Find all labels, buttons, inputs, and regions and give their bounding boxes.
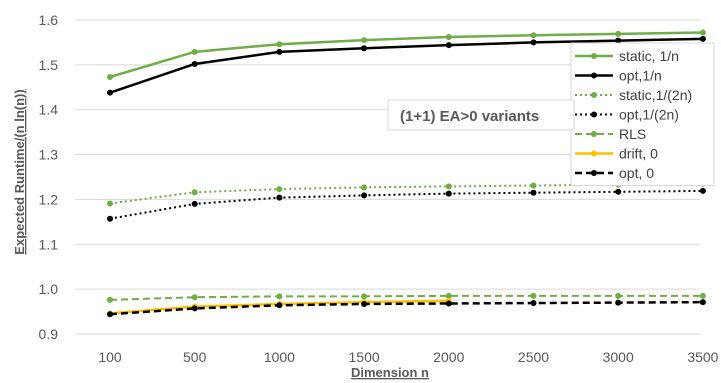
data-point <box>191 200 198 207</box>
data-point <box>361 37 368 44</box>
series-0 <box>107 29 706 80</box>
data-point <box>530 182 537 189</box>
data-point <box>615 292 622 299</box>
legend-label: opt,1/(2n) <box>619 107 679 123</box>
x-tick-labels: 100 500 1000 1500 2000 2500 3000 3500 <box>98 349 718 365</box>
data-point <box>276 194 283 201</box>
series-3 <box>107 187 706 222</box>
data-point <box>445 292 452 299</box>
data-point <box>530 32 537 39</box>
legend-label: static,1/(2n) <box>619 87 692 103</box>
data-point <box>530 300 537 307</box>
legend-label: RLS <box>619 126 646 142</box>
y-tick-label: 1.5 <box>39 57 59 73</box>
data-point <box>191 60 198 67</box>
data-point <box>699 299 706 306</box>
data-point <box>361 45 368 52</box>
y-tick-label: 1.6 <box>39 12 59 28</box>
data-point <box>276 186 283 193</box>
x-tick-label: 1500 <box>349 349 380 365</box>
data-point <box>445 42 452 49</box>
data-point <box>699 292 706 299</box>
x-tick-label: 1000 <box>264 349 295 365</box>
data-point <box>699 29 706 36</box>
data-point <box>191 294 198 301</box>
legend-label: drift, 0 <box>619 146 658 162</box>
annotation-text: (1+1) EA>0 variants <box>400 108 539 125</box>
series-lines <box>107 29 706 318</box>
series-4 <box>107 292 706 303</box>
series-line <box>109 182 703 205</box>
x-axis-title: Dimension n <box>351 365 429 380</box>
series-1 <box>107 35 706 96</box>
data-point <box>699 187 706 194</box>
data-point <box>530 292 537 299</box>
data-point <box>107 311 113 318</box>
y-tick-label: 0.9 <box>39 326 59 342</box>
data-point <box>107 215 113 222</box>
x-tick-label: 2500 <box>518 349 549 365</box>
y-tick-label: 1.4 <box>39 102 59 118</box>
series-line <box>109 300 703 316</box>
x-tick-label: 3000 <box>603 349 634 365</box>
data-point <box>361 293 368 300</box>
y-tick-label: 1.3 <box>39 147 59 163</box>
data-point <box>615 37 622 44</box>
data-point <box>615 188 622 195</box>
data-point <box>445 183 452 190</box>
data-point <box>191 305 198 312</box>
legend-marker <box>591 111 597 118</box>
legend-marker <box>591 53 597 59</box>
data-point <box>445 300 452 307</box>
data-point <box>276 48 283 55</box>
x-tick-label: 500 <box>183 349 207 365</box>
data-point <box>107 296 113 303</box>
data-point <box>361 192 368 199</box>
data-point <box>530 189 537 196</box>
data-point <box>361 184 368 191</box>
annotation-box: (1+1) EA>0 variants <box>387 99 575 131</box>
y-tick-label: 1.2 <box>39 191 59 207</box>
legend-label: opt, 0 <box>619 165 654 181</box>
series-6 <box>107 299 706 318</box>
y-tick-label: 1.1 <box>39 236 59 252</box>
data-point <box>615 299 622 306</box>
data-point <box>191 48 198 55</box>
x-tick-label: 2000 <box>433 349 464 365</box>
legend-marker <box>591 170 597 176</box>
legend-marker <box>591 92 597 98</box>
data-point <box>361 300 368 307</box>
series-line <box>109 31 703 79</box>
legend-label: static, 1/n <box>619 48 679 64</box>
data-point <box>699 35 706 42</box>
legend-marker <box>591 131 597 137</box>
data-point <box>276 302 283 309</box>
data-point <box>445 190 452 197</box>
data-point <box>445 34 452 41</box>
x-tick-label: 3500 <box>687 349 718 365</box>
data-point <box>191 189 198 196</box>
y-tick-labels: 0.9 1.0 1.1 1.2 1.3 1.4 1.5 1.6 <box>39 12 59 342</box>
data-point <box>615 30 622 37</box>
series-line <box>109 294 703 301</box>
legend-marker <box>591 72 597 79</box>
y-axis-title: Expected Runtime/(n ln(n)) <box>12 89 27 254</box>
y-tick-label: 1.0 <box>39 281 59 297</box>
data-point <box>276 41 283 48</box>
data-point <box>107 200 113 207</box>
legend: static, 1/n opt,1/n static,1/(2n) opt,1/(2n… <box>570 42 715 186</box>
legend-label: opt,1/n <box>619 68 662 84</box>
series-line <box>109 37 703 94</box>
data-point <box>107 89 113 96</box>
legend-marker <box>591 150 597 157</box>
data-point <box>107 73 113 80</box>
data-point <box>530 39 537 46</box>
series-line <box>109 189 703 220</box>
data-point <box>276 293 283 300</box>
x-tick-label: 100 <box>98 349 122 365</box>
